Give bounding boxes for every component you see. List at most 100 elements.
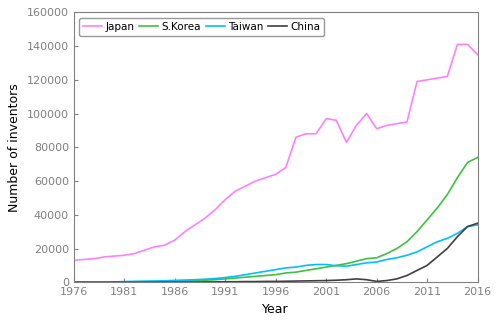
China bbox=[192, 280, 198, 284]
Japan bbox=[262, 176, 268, 179]
Taiwan bbox=[454, 231, 460, 235]
China bbox=[252, 280, 258, 284]
China bbox=[474, 221, 480, 225]
Taiwan bbox=[91, 280, 97, 284]
S.Korea bbox=[283, 271, 289, 275]
S.Korea bbox=[424, 218, 430, 222]
Taiwan bbox=[81, 280, 87, 284]
S.Korea bbox=[202, 278, 208, 282]
S.Korea bbox=[172, 279, 178, 283]
Japan bbox=[404, 120, 410, 124]
Taiwan bbox=[202, 277, 208, 281]
Taiwan bbox=[444, 237, 450, 240]
Japan bbox=[101, 255, 107, 259]
Taiwan bbox=[334, 264, 340, 268]
S.Korea bbox=[142, 280, 148, 284]
China bbox=[283, 279, 289, 283]
Line: S.Korea: S.Korea bbox=[74, 157, 477, 282]
Japan bbox=[434, 76, 440, 80]
Japan bbox=[424, 78, 430, 82]
Japan bbox=[212, 208, 218, 212]
S.Korea bbox=[272, 273, 278, 277]
Taiwan bbox=[394, 256, 400, 260]
China bbox=[293, 279, 299, 283]
S.Korea bbox=[444, 192, 450, 196]
Japan bbox=[334, 118, 340, 122]
S.Korea bbox=[162, 279, 168, 283]
Japan bbox=[323, 117, 329, 121]
China bbox=[91, 280, 97, 284]
S.Korea bbox=[71, 280, 77, 284]
China bbox=[364, 278, 370, 282]
S.Korea bbox=[262, 273, 268, 277]
Japan bbox=[192, 223, 198, 227]
Japan bbox=[384, 123, 390, 127]
China bbox=[182, 280, 188, 284]
S.Korea bbox=[232, 276, 238, 280]
Taiwan bbox=[232, 274, 238, 278]
S.Korea bbox=[354, 259, 360, 263]
Japan bbox=[91, 257, 97, 260]
China bbox=[454, 235, 460, 239]
Japan bbox=[142, 248, 148, 252]
Japan bbox=[313, 132, 319, 136]
S.Korea bbox=[152, 280, 158, 284]
Japan bbox=[222, 198, 228, 202]
Taiwan bbox=[434, 240, 440, 244]
S.Korea bbox=[404, 240, 410, 244]
S.Korea bbox=[212, 278, 218, 282]
Taiwan bbox=[111, 280, 117, 284]
China bbox=[323, 279, 329, 283]
Japan bbox=[354, 123, 360, 127]
Japan bbox=[232, 189, 238, 193]
China bbox=[424, 263, 430, 267]
China bbox=[162, 280, 168, 284]
China bbox=[334, 278, 340, 282]
Taiwan bbox=[272, 268, 278, 272]
China bbox=[242, 280, 248, 284]
China bbox=[81, 280, 87, 284]
Taiwan bbox=[132, 280, 138, 284]
China bbox=[122, 280, 128, 284]
S.Korea bbox=[434, 206, 440, 210]
S.Korea bbox=[252, 274, 258, 278]
Taiwan bbox=[252, 271, 258, 275]
Y-axis label: Number of inventors: Number of inventors bbox=[8, 83, 22, 212]
Taiwan bbox=[354, 262, 360, 266]
S.Korea bbox=[374, 256, 380, 260]
S.Korea bbox=[91, 280, 97, 284]
China bbox=[272, 280, 278, 284]
Taiwan bbox=[323, 262, 329, 266]
China bbox=[202, 280, 208, 284]
China bbox=[71, 280, 77, 284]
Line: Japan: Japan bbox=[74, 44, 477, 260]
S.Korea bbox=[323, 265, 329, 269]
S.Korea bbox=[293, 270, 299, 274]
China bbox=[313, 279, 319, 283]
S.Korea bbox=[101, 280, 107, 284]
Taiwan bbox=[364, 261, 370, 265]
Japan bbox=[344, 140, 349, 144]
Taiwan bbox=[262, 269, 268, 273]
S.Korea bbox=[414, 230, 420, 234]
S.Korea bbox=[303, 269, 309, 272]
Taiwan bbox=[222, 276, 228, 280]
China bbox=[142, 280, 148, 284]
Taiwan bbox=[152, 279, 158, 283]
China bbox=[232, 280, 238, 284]
Japan bbox=[464, 42, 470, 46]
Taiwan bbox=[474, 223, 480, 227]
S.Korea bbox=[474, 156, 480, 159]
S.Korea bbox=[464, 160, 470, 164]
Taiwan bbox=[414, 250, 420, 254]
Taiwan bbox=[283, 266, 289, 270]
Taiwan bbox=[162, 279, 168, 283]
S.Korea bbox=[122, 280, 128, 284]
Japan bbox=[122, 253, 128, 257]
China bbox=[354, 277, 360, 281]
Japan bbox=[111, 254, 117, 258]
Japan bbox=[303, 132, 309, 136]
Japan bbox=[364, 111, 370, 115]
Japan bbox=[293, 135, 299, 139]
Japan bbox=[444, 75, 450, 78]
